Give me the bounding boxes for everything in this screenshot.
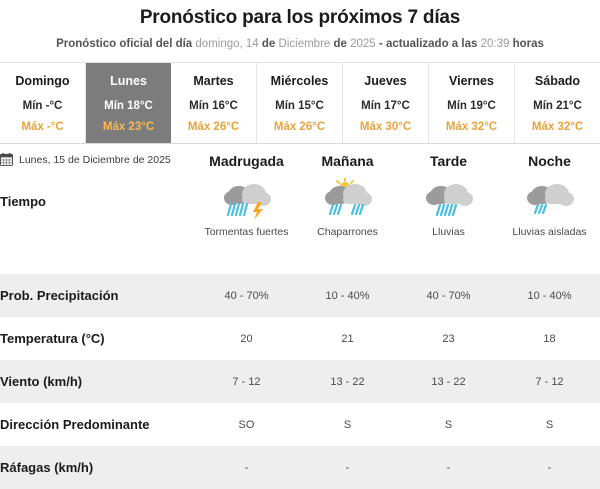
cell-value: S: [545, 418, 554, 431]
weather-caption: Tormentas fuertes: [204, 226, 289, 238]
selected-date-text: Lunes, 15 de Diciembre de 2025: [19, 154, 171, 166]
cell-value: 10 - 40%: [325, 289, 370, 302]
day-max-temp: Máx -°C: [21, 120, 64, 133]
day-min-temp: Mín 19°C: [447, 99, 496, 112]
day-name: Lunes: [110, 73, 147, 88]
cell-value: S: [444, 418, 453, 431]
weather-cell-noche: Lluvias aisladas: [499, 178, 600, 274]
day-name: Martes: [193, 73, 234, 88]
cell-value: S: [343, 418, 352, 431]
day-card-martes[interactable]: Martes Mín 16°C Máx 26°C: [171, 63, 257, 143]
day-min-temp: Mín 21°C: [533, 99, 582, 112]
day-selector-strip[interactable]: Domingo Mín -°C Máx -°C Lunes Mín 18°C Máx 23…: [0, 62, 600, 144]
page-title: Pronóstico para los próximos 7 días: [139, 7, 461, 28]
cell-value: 7 - 12: [232, 375, 261, 388]
day-card-miércoles[interactable]: Miércoles Mín 15°C Máx 26°C: [257, 63, 343, 143]
day-name: Sábado: [534, 73, 581, 88]
subtitle-date-day: domingo, 14: [195, 38, 259, 50]
subtitle-separator: -: [378, 38, 383, 50]
weather-condition-row: Tiempo Tormentas fuertes Chaparrones Lluvia…: [0, 178, 600, 274]
subtitle-month: Diciembre: [278, 38, 331, 50]
row-label: Temperatura (°C): [0, 331, 105, 346]
period-header-noche: Noche: [528, 153, 571, 169]
row-label: Prob. Precipitación: [0, 288, 119, 303]
forecast-detail-table: Lunes, 15 de Diciembre de 2025 Madrugada M…: [0, 144, 600, 489]
subtitle-label: Pronóstico oficial del día: [56, 38, 193, 50]
day-min-temp: Mín 17°C: [361, 99, 410, 112]
cell-value: 40 - 70%: [426, 289, 471, 302]
day-max-temp: Máx 30°C: [359, 120, 412, 133]
cell-value: 7 - 12: [535, 375, 564, 388]
row-label: Viento (km/h): [0, 374, 83, 389]
cell-value: SO: [238, 418, 255, 431]
cloud-rain-icon: [398, 178, 499, 222]
period-header-tarde: Tarde: [429, 153, 468, 169]
forecast-subtitle: Pronóstico oficial del día domingo, 14 d…: [0, 29, 600, 50]
day-min-temp: Mín 15°C: [275, 99, 324, 112]
row-label-tiempo: Tiempo: [0, 194, 46, 209]
row-label: Dirección Predominante: [0, 417, 150, 432]
sun-cloud-showers-icon: [297, 178, 398, 222]
cell-value: 20: [240, 332, 253, 345]
day-card-sábado[interactable]: Sábado Mín 21°C Máx 32°C: [515, 63, 600, 143]
day-max-temp: Máx 23°C: [102, 120, 155, 133]
day-min-temp: Mín -°C: [22, 99, 63, 112]
cell-value: 10 - 40%: [527, 289, 572, 302]
cell-value: -: [244, 461, 249, 474]
cell-value: -: [547, 461, 552, 474]
thunderstorm-rain-icon: [196, 178, 297, 222]
weather-caption: Lluvias: [432, 226, 465, 238]
subtitle-time: 20:39: [480, 38, 510, 50]
table-row: Ráfagas (km/h) - - - -: [0, 446, 600, 489]
cell-value: 13 - 22: [431, 375, 466, 388]
weather-caption: Lluvias aisladas: [512, 226, 587, 238]
day-name: Jueves: [364, 73, 407, 88]
day-card-jueves[interactable]: Jueves Mín 17°C Máx 30°C: [343, 63, 429, 143]
day-name: Viernes: [449, 73, 494, 88]
cloud-light-rain-icon: [499, 178, 600, 222]
row-label: Ráfagas (km/h): [0, 460, 94, 475]
day-card-viernes[interactable]: Viernes Mín 19°C Máx 32°C: [429, 63, 515, 143]
table-row: Temperatura (°C) 20 21 23 18: [0, 317, 600, 360]
weather-cell-madrugada: Tormentas fuertes: [196, 178, 297, 274]
subtitle-year: 2025: [350, 38, 376, 50]
calendar-icon: [0, 153, 13, 169]
table-row: Viento (km/h) 7 - 12 13 - 22 13 - 22 7 - 12: [0, 360, 600, 403]
cell-value: 23: [442, 332, 455, 345]
table-row: Prob. Precipitación 40 - 70% 10 - 40% 40 - …: [0, 274, 600, 317]
day-min-temp: Mín 18°C: [104, 99, 153, 112]
day-name: Domingo: [15, 73, 70, 88]
day-max-temp: Máx 26°C: [273, 120, 326, 133]
day-name: Miércoles: [270, 73, 329, 88]
weather-cell-tarde: Lluvias: [398, 178, 499, 274]
cell-value: 13 - 22: [330, 375, 365, 388]
cell-value: 40 - 70%: [224, 289, 269, 302]
selected-date-cell: Lunes, 15 de Diciembre de 2025: [0, 144, 196, 178]
period-header-madrugada: Madrugada: [209, 153, 284, 169]
cell-value: -: [345, 461, 350, 474]
subtitle-de-1: de: [261, 38, 276, 50]
day-max-temp: Máx 32°C: [531, 120, 584, 133]
day-max-temp: Máx 32°C: [445, 120, 498, 133]
weather-caption: Chaparrones: [317, 226, 378, 238]
weather-cell-mañana: Chaparrones: [297, 178, 398, 274]
detail-header-row: Lunes, 15 de Diciembre de 2025 Madrugada M…: [0, 144, 600, 178]
subtitle-de-2: de: [333, 38, 347, 50]
cell-value: 21: [341, 332, 354, 345]
period-header-mañana: Mañana: [321, 153, 374, 169]
day-card-domingo[interactable]: Domingo Mín -°C Máx -°C: [0, 63, 86, 143]
cell-value: 18: [543, 332, 556, 345]
table-row: Dirección Predominante SO S S S: [0, 403, 600, 446]
cell-value: -: [446, 461, 451, 474]
day-min-temp: Mín 16°C: [189, 99, 238, 112]
subtitle-hours-label: horas: [512, 38, 544, 50]
day-max-temp: Máx 26°C: [187, 120, 240, 133]
day-card-lunes[interactable]: Lunes Mín 18°C Máx 23°C: [86, 63, 171, 143]
subtitle-updated-label: actualizado a las: [385, 38, 478, 50]
